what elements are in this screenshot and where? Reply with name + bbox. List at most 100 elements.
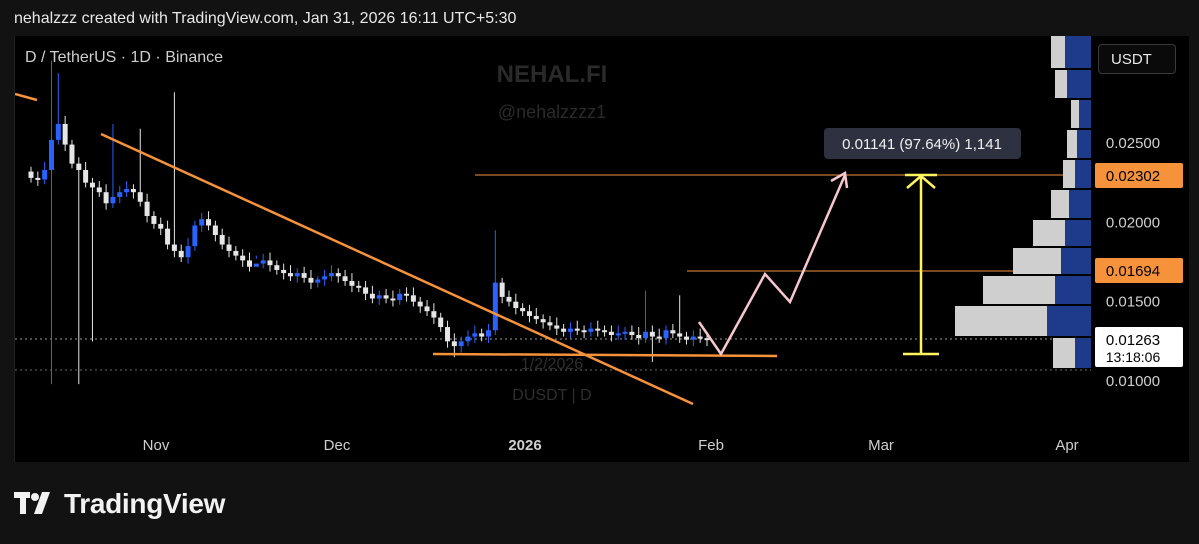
- candle-body: [581, 330, 587, 333]
- candle-body: [349, 281, 355, 286]
- symbol-info[interactable]: D / TetherUS · 1D · Binance: [25, 49, 224, 66]
- volume-profile-bar-grey: [1013, 248, 1061, 274]
- volume-profile-bar-grey: [1033, 220, 1065, 246]
- candle-body: [137, 192, 143, 202]
- projection-arrowhead: [830, 170, 849, 189]
- candles-group: [28, 60, 710, 385]
- candle-body: [130, 189, 136, 193]
- candle-body: [226, 244, 232, 251]
- candle-body: [376, 295, 382, 299]
- volume-profile-bar-grey: [1055, 70, 1067, 98]
- x-tick-label: Dec: [324, 437, 351, 454]
- candle-body: [110, 196, 116, 204]
- watermark-ticker: DUSDT | D: [512, 387, 591, 404]
- candle-body: [83, 169, 89, 183]
- candle-body: [608, 331, 614, 335]
- candle-body: [697, 336, 703, 339]
- candle-body: [670, 330, 676, 334]
- candle-body: [520, 308, 526, 312]
- candle-body: [677, 333, 683, 337]
- candle-body: [567, 328, 573, 332]
- candle-body: [171, 244, 177, 251]
- watermark-title: NEHAL.FI: [497, 61, 608, 88]
- attribution-header: nehalzzz created with TradingView.com, J…: [14, 10, 517, 27]
- y-tick-label: 0.01500: [1106, 294, 1160, 311]
- projection-path[interactable]: [697, 174, 847, 357]
- candle-body: [554, 325, 560, 329]
- candle-body: [240, 255, 246, 261]
- volume-profile-bar-grey: [1053, 338, 1075, 368]
- candle-body: [472, 333, 478, 337]
- chart-canvas[interactable]: NEHAL.FI @nehalzzzz1 1/2/2026 DUSDT | D …: [15, 36, 1189, 462]
- volume-profile-bar-grey: [1071, 100, 1079, 128]
- candle-body: [561, 328, 567, 332]
- candle-body: [410, 295, 416, 302]
- candle-body: [431, 311, 437, 318]
- x-tick-label: Apr: [1055, 437, 1078, 454]
- candle-body: [506, 296, 512, 302]
- candle-body: [322, 276, 328, 280]
- upper-left-trendline-stub[interactable]: [15, 92, 38, 102]
- currency-button[interactable]: USDT: [1098, 44, 1176, 74]
- volume-profile-bar-blue: [1055, 276, 1091, 304]
- candle-body: [629, 331, 635, 335]
- candle-body: [479, 333, 485, 337]
- candle-body: [253, 263, 259, 267]
- volume-profile-bar-blue: [1061, 248, 1091, 274]
- candle-body: [124, 189, 130, 193]
- candle-body: [547, 322, 553, 326]
- measure-arrowhead: [906, 174, 936, 189]
- candle-body: [206, 219, 212, 226]
- x-tick-label: 2026: [508, 437, 541, 454]
- x-axis[interactable]: Nov Dec 2026 Feb Mar Apr: [143, 437, 1079, 454]
- candle-body: [424, 306, 430, 312]
- candle-body: [301, 273, 307, 278]
- tradingview-logo[interactable]: TradingView: [14, 488, 225, 520]
- candle-body: [212, 225, 218, 236]
- volume-profile-bar-blue: [1075, 160, 1091, 188]
- descending-trendline[interactable]: [100, 132, 694, 406]
- y-tick-label: 0.02500: [1106, 135, 1160, 152]
- volume-profile-bar-blue: [1079, 100, 1091, 128]
- volume-profile-bar-grey: [983, 276, 1055, 304]
- candle-body: [602, 330, 608, 333]
- candle-body: [28, 171, 34, 178]
- candle-body: [465, 336, 471, 342]
- y-axis[interactable]: 0.02500 0.02000 0.01500 0.01000: [1106, 135, 1160, 390]
- candle-body: [287, 273, 293, 277]
- volume-profile-bar-blue: [1065, 220, 1091, 246]
- candle-body: [445, 327, 451, 342]
- candle-body: [363, 287, 369, 294]
- candle-body: [397, 293, 403, 301]
- chart-frame[interactable]: NEHAL.FI @nehalzzzz1 1/2/2026 DUSDT | D …: [14, 36, 1189, 462]
- volume-profile-bar-blue: [1077, 130, 1091, 158]
- candle-body: [267, 260, 273, 266]
- candle-body: [274, 265, 280, 270]
- candle-body: [260, 260, 266, 264]
- volume-profile-bar-blue: [1067, 70, 1091, 98]
- support-line[interactable]: [432, 352, 778, 358]
- candle-body: [499, 282, 505, 297]
- candle-body: [76, 163, 82, 170]
- volume-profile-bar-blue: [1047, 306, 1091, 336]
- y-tick-label: 0.02000: [1106, 214, 1160, 231]
- candle-body: [533, 315, 539, 320]
- price-tag-resistance-2: 0.01694: [1106, 263, 1160, 280]
- candle-body: [690, 336, 696, 340]
- price-tag-resistance-2-bg: [1095, 258, 1183, 283]
- candle-body: [342, 276, 348, 282]
- candle-body: [48, 139, 54, 170]
- candle-body: [513, 301, 519, 309]
- candle-body: [643, 331, 649, 339]
- tradingview-wordmark: TradingView: [64, 488, 226, 519]
- volume-profile-bar-blue: [1065, 36, 1091, 68]
- candle-body: [281, 269, 287, 274]
- volume-profile-bar-blue: [1075, 338, 1091, 368]
- candle-body: [308, 277, 314, 283]
- measure-tooltip-label: 0.01141 (97.64%) 1,141: [842, 136, 1002, 153]
- volume-profile-bar-grey: [1051, 36, 1065, 68]
- candle-body: [89, 182, 95, 188]
- candle-body: [233, 250, 239, 256]
- candle-body: [185, 246, 191, 258]
- candle-body: [622, 331, 628, 334]
